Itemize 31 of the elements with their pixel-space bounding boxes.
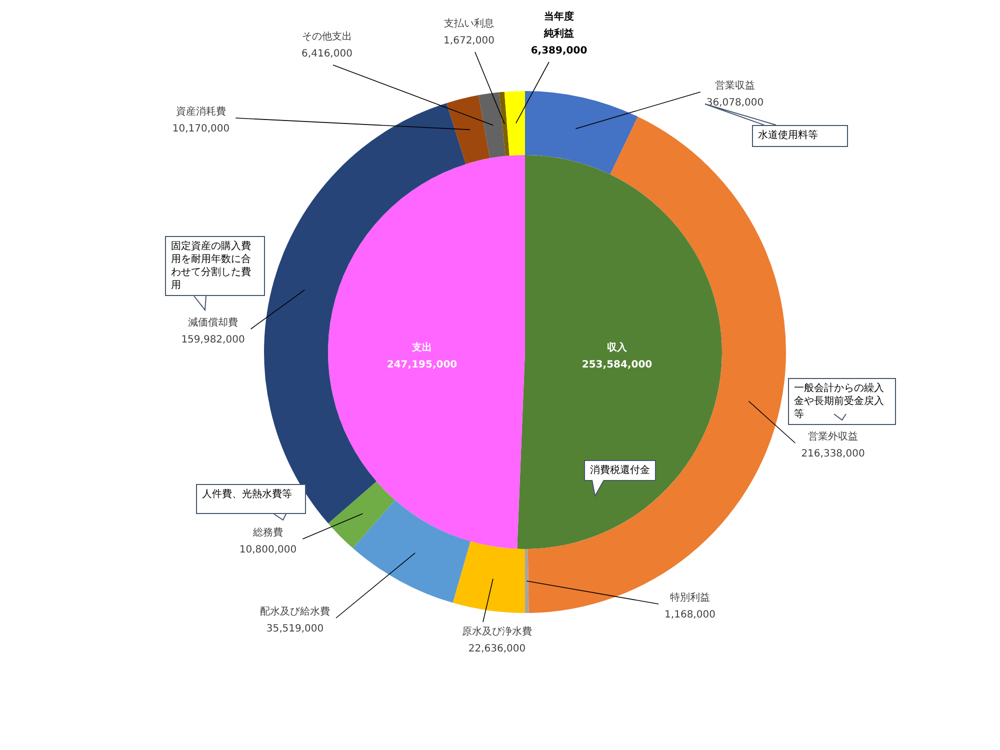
data-label: 216,338,000	[801, 448, 865, 460]
slice-label: 収入	[607, 342, 628, 354]
text: 水道使用料等	[752, 125, 848, 147]
data-label: 6,416,000	[302, 48, 352, 60]
data-label: 253,584,000	[582, 360, 652, 371]
data-label: 22,636,000	[468, 644, 526, 655]
slice-label: 営業外収益	[808, 430, 858, 443]
slice-label: 原水及び浄水費	[462, 626, 532, 638]
slice-label: 支払い利息	[444, 18, 494, 30]
data-label: 6,389,000	[530, 46, 588, 57]
data-label: 35,519,000	[266, 624, 324, 635]
text: 消費税還付金	[584, 460, 656, 481]
slice-label: 特別利益	[670, 592, 710, 604]
slice-label: 支出	[411, 342, 432, 354]
slice-label: 総務費	[252, 526, 283, 539]
slice-label: 減価償却費	[188, 316, 238, 329]
data-label: 247,195,000	[386, 360, 458, 371]
data-label: 10,800,000	[239, 544, 297, 556]
data-label: 1,168,000	[664, 610, 716, 621]
text: 一般会計からの繰入金や長期前受金戻入等	[788, 378, 896, 425]
slice-label: 営業収益	[715, 80, 755, 92]
data-label: 10,170,000	[172, 124, 230, 135]
text: 固定資産の購入費用を耐用年数に合わせて分割した費用	[165, 236, 265, 296]
slice-label: 配水及び給水費	[260, 606, 330, 618]
data-label: 36,078,000	[706, 98, 764, 109]
text: 人件費、光熱水費等	[196, 484, 306, 514]
slice-label: その他支出	[302, 30, 352, 43]
slice-label: 当年度純利益	[543, 10, 574, 40]
slice-label: 資産消耗費	[176, 106, 226, 118]
data-label: 1,672,000	[444, 36, 494, 47]
data-label: 159,982,000	[181, 334, 245, 346]
